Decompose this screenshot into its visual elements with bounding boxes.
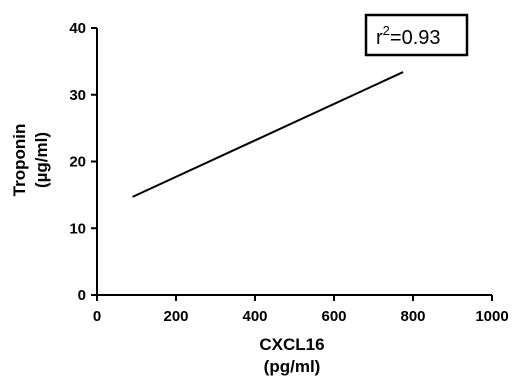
x-tick-label: 200 xyxy=(163,308,188,325)
y-tick-label: 30 xyxy=(69,87,86,104)
x-tick-label: 0 xyxy=(93,308,101,325)
annotation-prefix: r xyxy=(376,27,383,49)
y-axis: 0 10 20 30 40 Troponin (µg/ml) xyxy=(10,20,98,304)
x-tick-label: 400 xyxy=(242,308,267,325)
annotation-superscript: 2 xyxy=(383,23,390,38)
x-axis-title: CXCL16 xyxy=(259,335,324,354)
regression-line xyxy=(132,71,404,198)
annotation-text: r2=0.93 xyxy=(376,23,441,49)
y-tick-label: 10 xyxy=(69,220,86,237)
x-tick-label: 1000 xyxy=(475,308,508,325)
x-tick-label: 600 xyxy=(321,308,346,325)
x-axis: 0 200 400 600 800 1000 CXCL16 (pg/ml) xyxy=(93,294,509,376)
y-tick-label: 0 xyxy=(78,287,86,304)
r-squared-annotation: r2=0.93 xyxy=(364,13,469,57)
annotation-suffix: =0.93 xyxy=(390,27,441,49)
y-tick-label: 40 xyxy=(69,20,86,37)
y-axis-title: Troponin xyxy=(10,124,29,197)
y-axis-unit: (µg/ml) xyxy=(32,132,51,188)
x-axis-unit: (pg/ml) xyxy=(264,357,321,376)
annotation-box xyxy=(364,13,469,57)
series-group xyxy=(132,71,404,198)
x-tick-label: 800 xyxy=(400,308,425,325)
y-tick-label: 20 xyxy=(69,154,86,171)
